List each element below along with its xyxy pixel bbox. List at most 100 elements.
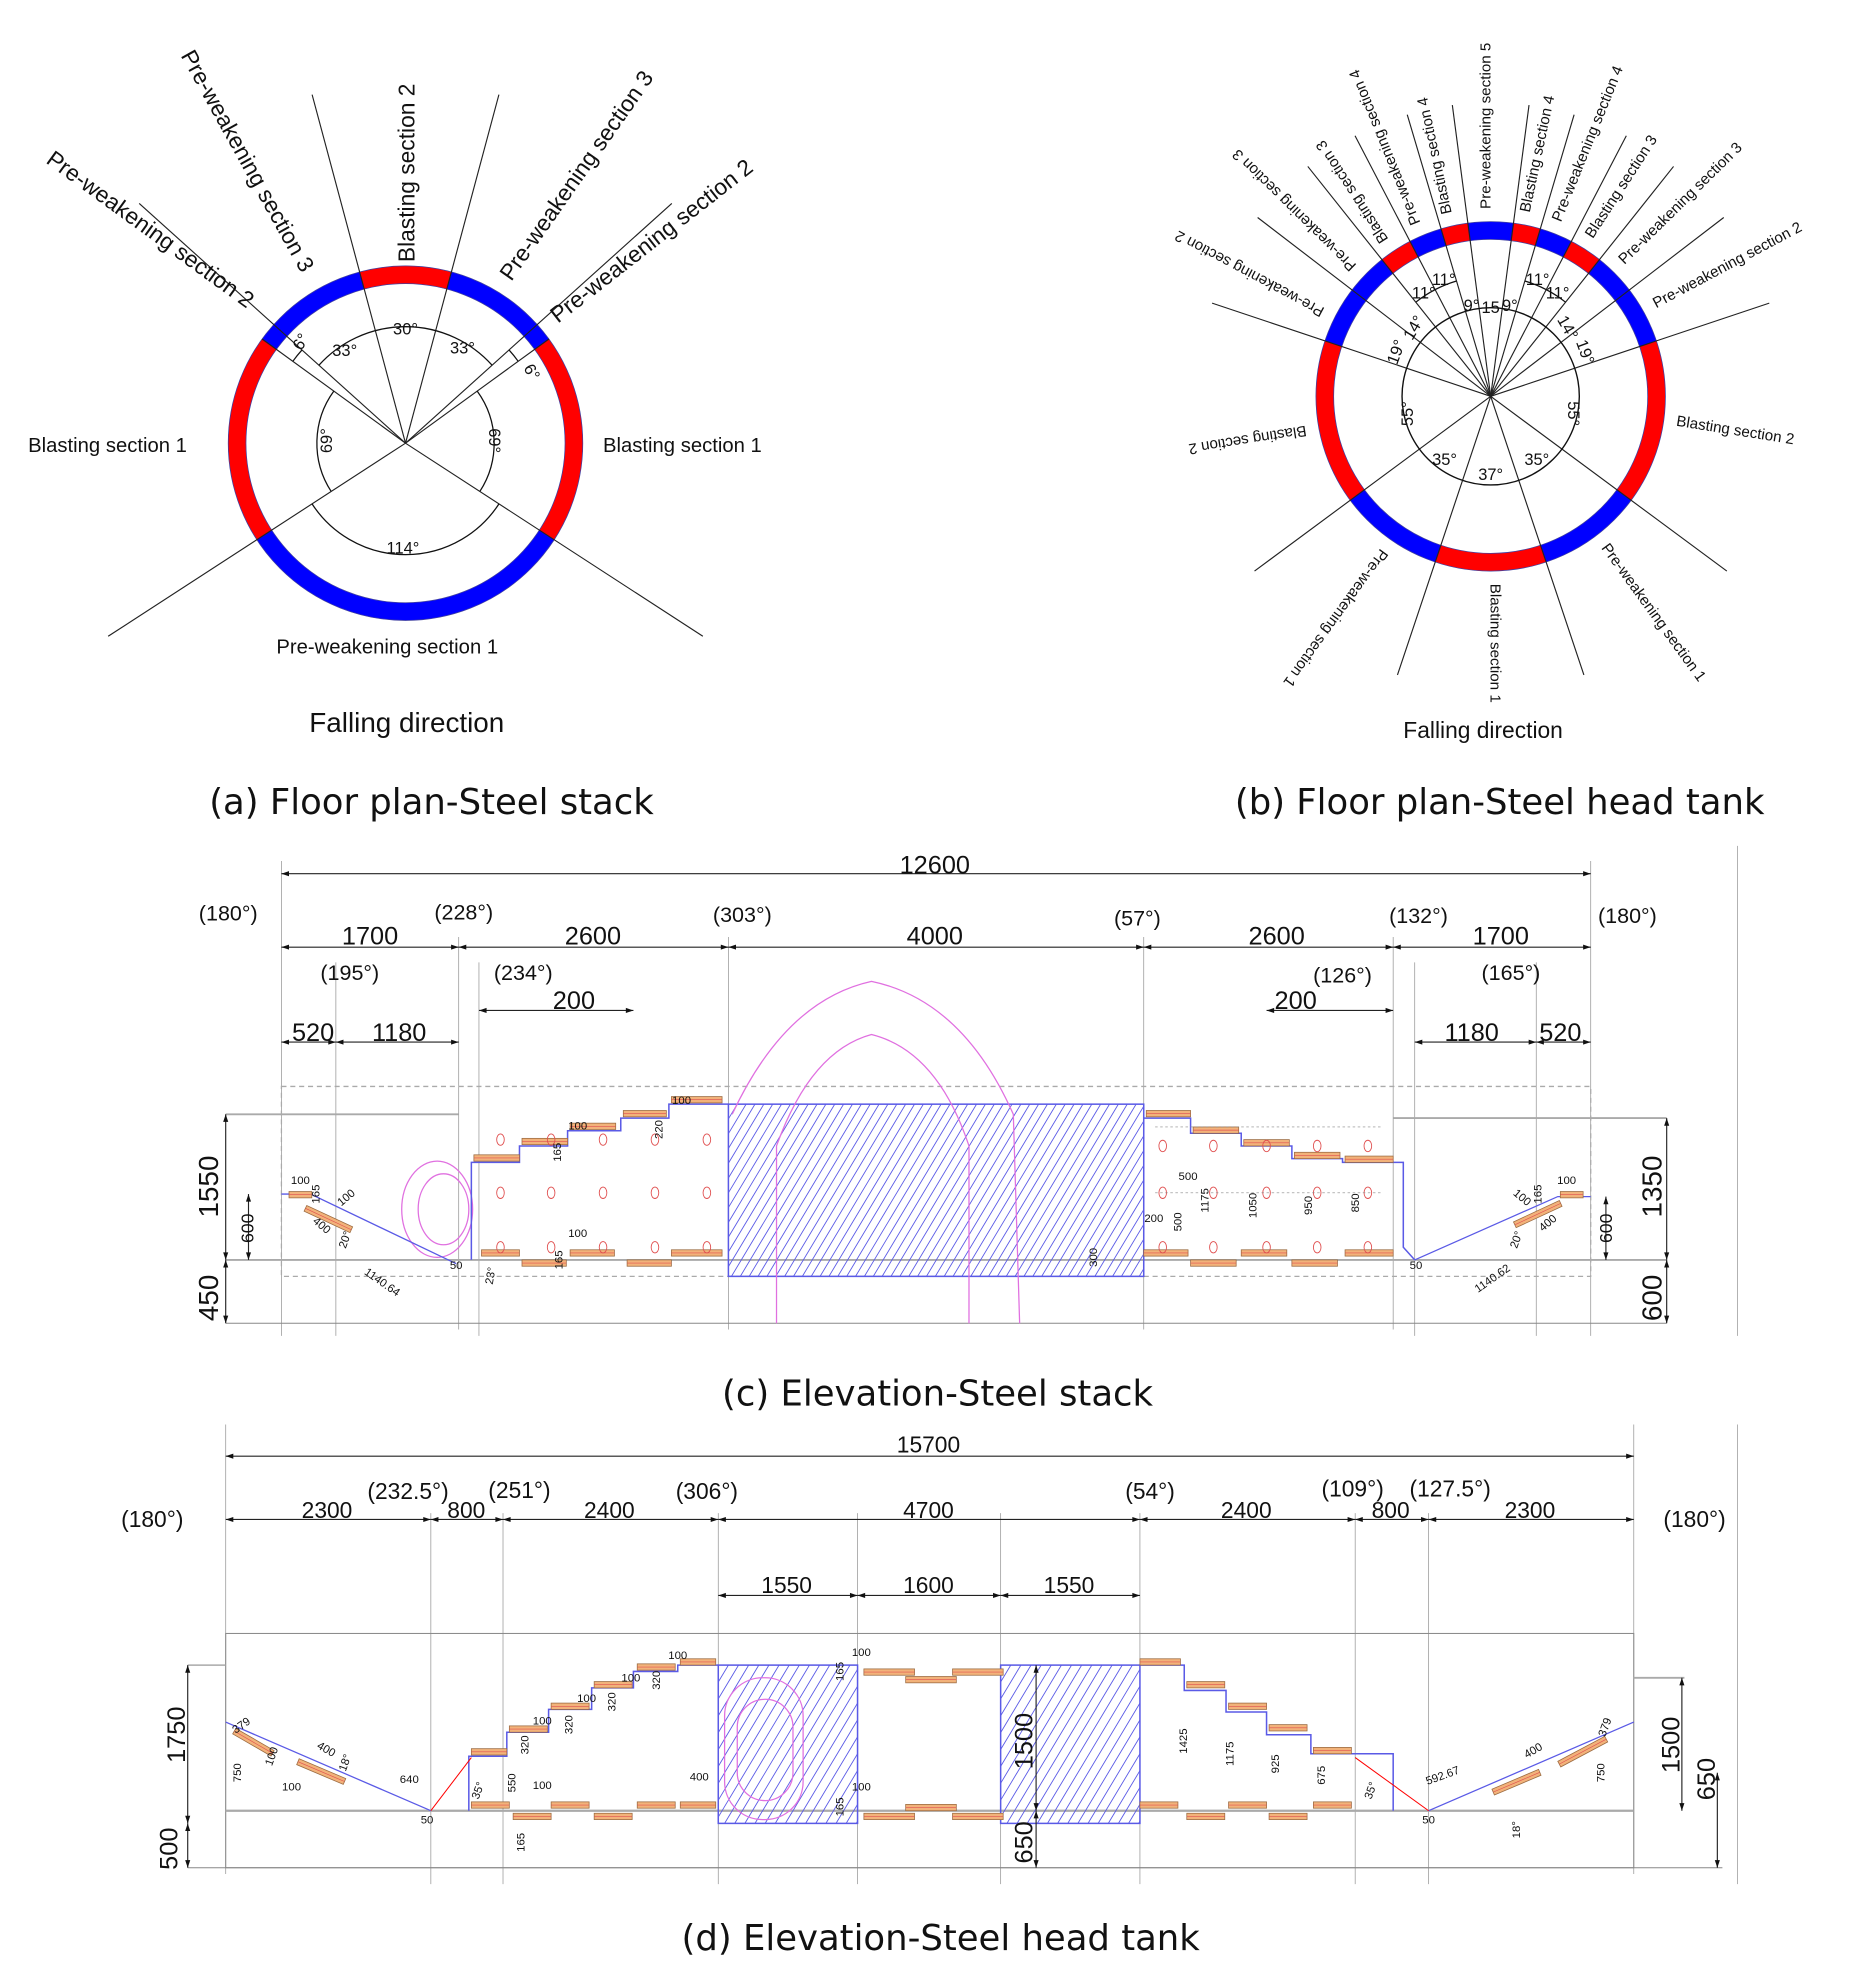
section-ray xyxy=(405,202,673,444)
arrowhead xyxy=(1528,1039,1537,1045)
blast-hole xyxy=(650,1241,660,1254)
panel-a-floor-plan-steel-stack: Blasting section 2 Pre-weakening section … xyxy=(28,45,762,823)
dimension-label: 1700 xyxy=(342,923,398,951)
small-dimension-label: 220 xyxy=(654,1120,666,1139)
arrowhead xyxy=(1664,1118,1670,1126)
hatch-line xyxy=(828,1103,933,1277)
vertical-dimension-label: 1500 xyxy=(1010,1713,1038,1769)
small-dimension-label: 500 xyxy=(1179,1171,1198,1183)
arrowhead xyxy=(451,944,459,950)
angle-label: (126°) xyxy=(1313,964,1372,988)
small-dimension-label: 100 xyxy=(282,1781,301,1793)
hatch-line xyxy=(988,1103,1093,1277)
hatch-line xyxy=(1050,1120,1145,1277)
hatch-line xyxy=(1085,1179,1145,1277)
hatch-line xyxy=(1036,1664,1133,1824)
pre-weakening-segment xyxy=(1588,259,1630,301)
hatch-line xyxy=(717,1664,729,1683)
pre-weakening-segment xyxy=(1540,489,1632,563)
small-dimension-label: 1140.64 xyxy=(362,1266,402,1299)
dimension-label: 2300 xyxy=(302,1497,353,1523)
hatch-line xyxy=(724,1664,820,1824)
hatch-line xyxy=(825,1770,858,1824)
charge-line xyxy=(1493,1772,1540,1793)
section-ray xyxy=(311,94,407,444)
arrowhead xyxy=(1000,1592,1009,1598)
arrowhead xyxy=(1664,1252,1670,1260)
total-dimension: 12600 xyxy=(900,852,970,880)
frame xyxy=(225,1632,1635,1869)
small-dimension-label: 20° xyxy=(1508,1230,1525,1250)
hatch-line xyxy=(1014,1103,1119,1277)
small-dimension-label: 100 xyxy=(668,1650,687,1662)
arrowhead xyxy=(185,1860,191,1868)
arrowhead xyxy=(857,1592,866,1598)
hatch-line xyxy=(1067,1702,1141,1824)
arrowhead xyxy=(1679,1803,1685,1811)
arrowhead xyxy=(478,1007,487,1013)
opening-arch xyxy=(775,1033,970,1324)
caption: (d) Elevation-Steel head tank xyxy=(682,1918,1201,1959)
section-label: Blasting section 2 xyxy=(1187,422,1307,457)
charge-line xyxy=(305,1208,352,1231)
hatch-line xyxy=(835,1787,858,1824)
small-dimension-label: 1175 xyxy=(1199,1188,1211,1212)
opening-outline xyxy=(736,1698,794,1802)
small-dimension-label: 675 xyxy=(1316,1766,1328,1785)
small-dimension-label: 320 xyxy=(564,1715,576,1734)
blast-hole xyxy=(1158,1139,1167,1153)
angle-label: 9° xyxy=(1464,297,1480,315)
hatch-line xyxy=(1077,1719,1141,1824)
hatch-line xyxy=(717,1664,739,1700)
hatch-line xyxy=(1000,1664,1032,1716)
arrowhead xyxy=(1033,1665,1039,1673)
vertical-dimension-label: 450 xyxy=(193,1275,224,1321)
small-dimension-label: 100 xyxy=(335,1187,357,1208)
hatch-line xyxy=(739,1103,845,1277)
angle-label: 35° xyxy=(1432,451,1457,469)
arrowhead xyxy=(1355,1516,1363,1523)
blast-hole xyxy=(546,1186,556,1199)
hatch-line xyxy=(1041,1106,1145,1277)
hatch-line xyxy=(1097,1753,1141,1824)
caption: (a) Floor plan-Steel stack xyxy=(209,782,654,823)
arrowhead xyxy=(1603,1252,1609,1260)
arrowhead xyxy=(245,1194,252,1202)
hatch-line xyxy=(1032,1103,1137,1277)
small-dimension-label: 23° xyxy=(484,1266,499,1285)
small-dimension-label: 1140.62 xyxy=(1473,1263,1513,1296)
arrowhead xyxy=(1143,944,1152,950)
blast-hole xyxy=(1209,1139,1218,1153)
arrowhead xyxy=(849,1592,858,1598)
angle-arc xyxy=(1401,307,1581,486)
blast-hole xyxy=(1363,1241,1373,1254)
angle-arc xyxy=(311,503,500,556)
section-label: Pre-weakening section 1 xyxy=(276,636,498,658)
hatch-line xyxy=(1129,1253,1145,1277)
arrowhead xyxy=(1414,1039,1423,1045)
hatch-line xyxy=(717,1664,810,1818)
angle-label: (54°) xyxy=(1125,1478,1175,1504)
blast-hole xyxy=(1312,1139,1322,1153)
section-ray xyxy=(1257,217,1492,397)
small-dimension-label: 100 xyxy=(852,1781,871,1793)
arrowhead xyxy=(1139,1516,1148,1523)
arrowhead xyxy=(1583,871,1591,877)
section-label: Pre-weakening section 3 xyxy=(176,45,320,276)
angle-label: 33° xyxy=(332,342,357,360)
hatch-pattern xyxy=(728,1103,1145,1277)
hatch-line xyxy=(728,1103,756,1149)
hatch-line xyxy=(943,1103,1048,1277)
angle-label: 30° xyxy=(393,320,418,338)
hatch-line xyxy=(728,1103,782,1194)
hatch-line xyxy=(1057,1685,1141,1824)
arrowhead xyxy=(281,871,290,877)
small-dimension-label: 592.67 xyxy=(1424,1765,1461,1788)
arrowhead xyxy=(720,944,729,950)
vertical-dimension-label: 600 xyxy=(238,1213,258,1243)
pre-weakening-segment xyxy=(1535,228,1572,258)
arrowhead xyxy=(1664,1315,1670,1324)
dimension-label: 1600 xyxy=(903,1572,954,1598)
arrowhead xyxy=(1033,1810,1039,1819)
hatch-line xyxy=(1000,1664,1012,1683)
